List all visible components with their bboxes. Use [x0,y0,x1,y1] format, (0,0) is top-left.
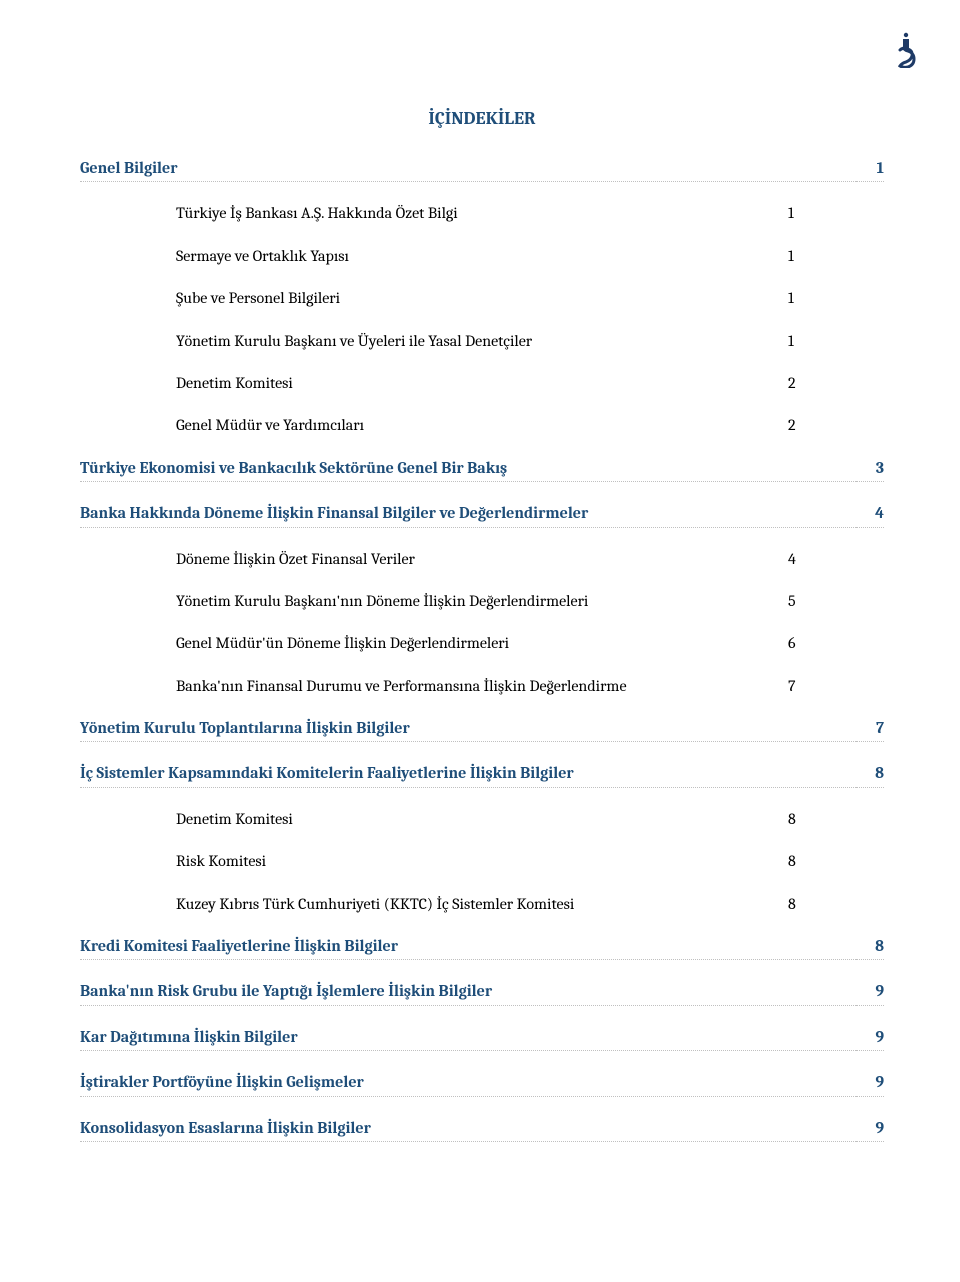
toc-sub-label: Denetim Komitesi [80,808,788,830]
toc-section-row: Banka Hakkında Döneme İlişkin Finansal B… [80,502,884,527]
toc-page-number: 2 [788,372,884,394]
toc-sub-label: Genel Müdür'ün Döneme İlişkin Değerlendi… [80,632,788,654]
toc-container: Genel Bilgiler 1 Türkiye İş Bankası A.Ş.… [80,157,884,1142]
toc-page-number: 6 [788,632,884,654]
toc-title: İÇİNDEKİLER [80,108,884,129]
toc-sub-row: Şube ve Personel Bilgileri 1 [80,287,884,309]
toc-sub-row: Banka'nın Finansal Durumu ve Performansı… [80,675,884,697]
toc-section-label: Konsolidasyon Esaslarına İlişkin Bilgile… [80,1117,856,1142]
toc-page-number: 4 [856,502,884,527]
toc-page-number: 7 [856,717,884,742]
toc-sub-label: Türkiye İş Bankası A.Ş. Hakkında Özet Bi… [80,202,788,224]
toc-sub-row: Kuzey Kıbrıs Türk Cumhuriyeti (KKTC) İç … [80,893,884,915]
toc-section-row: Genel Bilgiler 1 [80,157,884,182]
toc-page-number: 5 [788,590,884,612]
toc-page-number: 8 [788,893,884,915]
toc-sub-label: Yönetim Kurulu Başkanı'nın Döneme İlişki… [80,590,788,612]
toc-page-number: 3 [856,457,884,482]
toc-section-row: Türkiye Ekonomisi ve Bankacılık Sektörün… [80,457,884,482]
toc-section-label: İç Sistemler Kapsamındaki Komitelerin Fa… [80,762,856,787]
toc-page-number: 2 [788,414,884,436]
toc-section-row: İç Sistemler Kapsamındaki Komitelerin Fa… [80,762,884,787]
toc-page-number: 1 [788,202,884,224]
toc-page-number: 1 [788,287,884,309]
toc-sub-label: Risk Komitesi [80,850,788,872]
toc-page-number: 4 [788,548,884,570]
toc-sub-label: Yönetim Kurulu Başkanı ve Üyeleri ile Ya… [80,330,788,352]
toc-page-number: 9 [856,1026,884,1051]
toc-section-label: Kredi Komitesi Faaliyetlerine İlişkin Bi… [80,935,856,960]
toc-sub-row: Yönetim Kurulu Başkanı ve Üyeleri ile Ya… [80,330,884,352]
toc-sub-row: Türkiye İş Bankası A.Ş. Hakkında Özet Bi… [80,202,884,224]
toc-section-row: Kredi Komitesi Faaliyetlerine İlişkin Bi… [80,935,884,960]
toc-sub-label: Kuzey Kıbrıs Türk Cumhuriyeti (KKTC) İç … [80,893,788,915]
toc-page-number: 7 [788,675,884,697]
toc-section-label: Kar Dağıtımına İlişkin Bilgiler [80,1026,856,1051]
toc-page-number: 8 [788,850,884,872]
toc-section-label: İştirakler Portföyüne İlişkin Gelişmeler [80,1071,856,1096]
toc-section-label: Genel Bilgiler [80,157,856,182]
toc-sub-row: Genel Müdür'ün Döneme İlişkin Değerlendi… [80,632,884,654]
toc-sub-row: Risk Komitesi 8 [80,850,884,872]
toc-section-label: Banka Hakkında Döneme İlişkin Finansal B… [80,502,856,527]
toc-sub-label: Genel Müdür ve Yardımcıları [80,414,788,436]
toc-sub-label: Sermaye ve Ortaklık Yapısı [80,245,788,267]
toc-section-row: Banka'nın Risk Grubu ile Yaptığı İşlemle… [80,980,884,1005]
toc-sub-row: Döneme İlişkin Özet Finansal Veriler 4 [80,548,884,570]
toc-sub-row: Denetim Komitesi 8 [80,808,884,830]
toc-page-number: 9 [856,980,884,1005]
toc-section-row: Kar Dağıtımına İlişkin Bilgiler 9 [80,1026,884,1051]
toc-section-label: Yönetim Kurulu Toplantılarına İlişkin Bi… [80,717,856,742]
toc-page-number: 1 [788,330,884,352]
toc-page-number: 8 [788,808,884,830]
toc-sub-row: Yönetim Kurulu Başkanı'nın Döneme İlişki… [80,590,884,612]
toc-sub-row: Sermaye ve Ortaklık Yapısı 1 [80,245,884,267]
toc-sub-label: Döneme İlişkin Özet Finansal Veriler [80,548,788,570]
toc-page-number: 9 [856,1071,884,1096]
toc-page-number: 8 [856,935,884,960]
toc-sub-row: Genel Müdür ve Yardımcıları 2 [80,414,884,436]
toc-section-row: Yönetim Kurulu Toplantılarına İlişkin Bi… [80,717,884,742]
toc-section-row: Konsolidasyon Esaslarına İlişkin Bilgile… [80,1117,884,1142]
toc-page-number: 9 [856,1117,884,1142]
toc-section-label: Banka'nın Risk Grubu ile Yaptığı İşlemle… [80,980,856,1005]
toc-page-number: 1 [788,245,884,267]
toc-sub-label: Banka'nın Finansal Durumu ve Performansı… [80,675,788,697]
toc-section-label: Türkiye Ekonomisi ve Bankacılık Sektörün… [80,457,856,482]
toc-page-number: 8 [856,762,884,787]
toc-sub-label: Şube ve Personel Bilgileri [80,287,788,309]
toc-section-row: İştirakler Portföyüne İlişkin Gelişmeler… [80,1071,884,1096]
toc-page-number: 1 [856,157,884,182]
toc-sub-label: Denetim Komitesi [80,372,788,394]
isbank-logo [894,32,918,68]
toc-sub-row: Denetim Komitesi 2 [80,372,884,394]
